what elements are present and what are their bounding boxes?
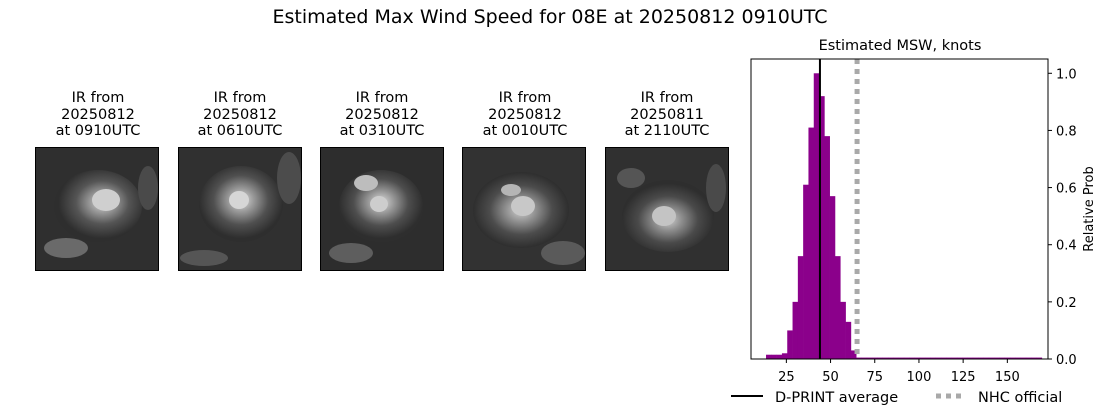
histogram-bar xyxy=(840,301,846,359)
histogram-bar xyxy=(803,184,809,359)
y-tick-label: 0.4 xyxy=(1056,239,1077,254)
legend-nhc-label: NHC official xyxy=(978,390,1062,406)
histogram-bar xyxy=(808,127,815,359)
ir-image xyxy=(462,147,586,271)
histogram-bar xyxy=(1004,357,1011,359)
histogram-bar xyxy=(877,357,884,359)
histogram-bar xyxy=(861,357,868,359)
ir-panel-time: at 0310UTC xyxy=(339,123,425,139)
y-tick-label: 0.8 xyxy=(1056,124,1077,139)
ir-panel-date: 20250811 xyxy=(630,106,704,123)
histogram-bar xyxy=(866,357,873,359)
ir-image xyxy=(35,147,159,271)
histogram-bar xyxy=(925,357,931,359)
histogram-bar xyxy=(919,357,926,359)
ir-panel-line: IR from xyxy=(213,90,267,106)
ir-panel-line: IR from xyxy=(640,90,694,106)
ir-panel-date: 20250812 xyxy=(203,106,277,123)
ir-image xyxy=(178,147,302,271)
histogram-bar xyxy=(781,353,788,359)
histogram-bar xyxy=(792,301,799,359)
plot-frame xyxy=(750,58,1049,360)
ir-panel-title: IR from 20250812 at 0910UTC xyxy=(28,90,168,140)
histogram-bar xyxy=(951,357,958,359)
histogram-bar xyxy=(850,350,857,359)
histogram-bar xyxy=(909,357,915,359)
histogram-bar xyxy=(813,73,820,360)
histogram-bar xyxy=(967,357,974,359)
histogram-bar xyxy=(935,357,942,359)
histogram-bar xyxy=(882,357,889,359)
histogram-bar xyxy=(845,321,852,359)
histogram-bar xyxy=(1009,357,1016,359)
ir-image xyxy=(320,147,444,271)
histogram-bar xyxy=(978,357,984,359)
histogram-bar xyxy=(914,357,921,359)
histogram-bar xyxy=(776,354,783,359)
ir-panel-date: 20250812 xyxy=(488,106,562,123)
ir-panel-title: IR from 20250812 at 0610UTC xyxy=(170,90,310,140)
histogram-bar xyxy=(946,357,952,359)
ir-panel-title: IR from 20250811 at 2110UTC xyxy=(597,90,737,140)
histogram-bar xyxy=(1031,357,1037,359)
histogram-bar xyxy=(888,357,894,359)
histogram-bar xyxy=(994,357,1000,359)
x-tick-label: 75 xyxy=(866,370,883,385)
ir-panel-date: 20250812 xyxy=(61,106,135,123)
y-tick-label: 0.0 xyxy=(1056,353,1077,368)
histogram-bar xyxy=(1020,357,1027,359)
ir-image xyxy=(605,147,729,271)
ir-panel-line: IR from xyxy=(71,90,125,106)
ir-panel-title: IR from 20250812 at 0010UTC xyxy=(455,90,595,140)
ir-panel-time: at 2110UTC xyxy=(624,123,710,139)
ir-panel-title: IR from 20250812 at 0310UTC xyxy=(312,90,452,140)
histogram-bar xyxy=(999,357,1005,359)
ir-panel-time: at 0010UTC xyxy=(482,123,568,139)
x-tick-label: 25 xyxy=(778,370,795,385)
histogram-bar xyxy=(856,357,862,359)
x-tick-label: 50 xyxy=(822,370,839,385)
histogram-bar xyxy=(824,136,830,359)
x-tick-label: 125 xyxy=(951,370,976,385)
suptitle: Estimated Max Wind Speed for 08E at 2025… xyxy=(272,6,828,28)
ir-panel-time: at 0610UTC xyxy=(197,123,283,139)
histogram-bar xyxy=(956,357,963,359)
y-tick-label: 1.0 xyxy=(1056,67,1077,82)
histogram-bar xyxy=(962,357,968,359)
histogram-bar xyxy=(941,357,947,359)
ir-panel-date: 20250812 xyxy=(345,106,419,123)
histogram-bar xyxy=(766,354,772,359)
x-tick-label: 100 xyxy=(907,370,932,385)
y-tick-label: 0.6 xyxy=(1056,182,1077,197)
y-axis-label: Relative Prob xyxy=(1082,166,1097,251)
legend-dprint-label: D-PRINT average xyxy=(775,390,898,406)
histogram-bar xyxy=(983,357,990,359)
x-tick-label: 150 xyxy=(995,370,1020,385)
histogram-bar xyxy=(1036,357,1043,359)
histogram-bar xyxy=(872,357,878,359)
histogram-bar xyxy=(988,357,995,359)
histogram-bar xyxy=(787,330,793,359)
histogram-bar xyxy=(819,96,825,360)
ir-panel-line: IR from xyxy=(498,90,552,106)
histogram-bar xyxy=(930,357,937,359)
histogram-bar xyxy=(797,256,804,359)
histogram-bar xyxy=(898,357,905,359)
y-tick-label: 0.2 xyxy=(1056,296,1077,311)
histogram-bar xyxy=(1015,357,1021,359)
chart-title: Estimated MSW, knots xyxy=(819,38,982,54)
ir-panel-line: IR from xyxy=(355,90,409,106)
histogram-bar xyxy=(834,256,841,359)
histogram-bar xyxy=(972,357,979,359)
ir-panel-time: at 0910UTC xyxy=(55,123,141,139)
histogram-bar xyxy=(1025,357,1032,359)
histogram-bar xyxy=(893,357,899,359)
histogram-bar xyxy=(903,357,910,359)
legend: D-PRINT average NHC official xyxy=(731,390,1062,406)
histogram-bar xyxy=(829,196,836,359)
histogram-bar xyxy=(771,354,777,359)
